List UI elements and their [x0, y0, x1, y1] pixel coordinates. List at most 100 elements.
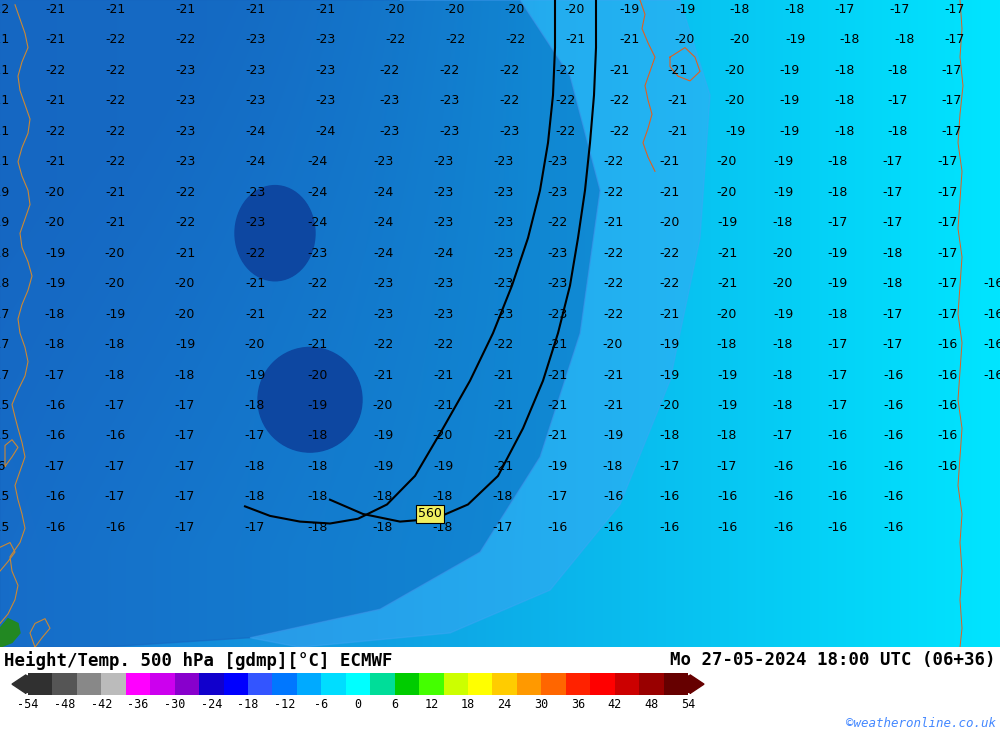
Text: -22: -22 [610, 95, 630, 108]
Text: -21: -21 [308, 338, 328, 351]
Text: -23: -23 [548, 308, 568, 320]
Text: -20: -20 [730, 34, 750, 46]
Text: -23: -23 [493, 216, 513, 229]
Text: -18: -18 [828, 155, 848, 169]
Text: -21: -21 [660, 185, 680, 199]
Text: -21: -21 [245, 277, 265, 290]
Text: -18: -18 [730, 3, 750, 16]
Text: -18: -18 [883, 277, 903, 290]
Text: -21: -21 [45, 155, 65, 169]
Text: -17: -17 [45, 369, 65, 381]
Text: -20: -20 [660, 216, 680, 229]
Text: -20: -20 [505, 3, 525, 16]
Text: -22: -22 [105, 95, 125, 108]
Polygon shape [250, 0, 710, 647]
Bar [297, 673, 321, 695]
Text: -21: -21 [668, 95, 688, 108]
Bar [28, 673, 52, 695]
Text: -23: -23 [245, 216, 265, 229]
Text: -17: -17 [175, 399, 195, 412]
Text: -22: -22 [373, 338, 393, 351]
Text: -21: -21 [603, 216, 623, 229]
Text: -21: -21 [660, 308, 680, 320]
Text: -23: -23 [433, 155, 453, 169]
Text: -30: -30 [164, 698, 185, 711]
Text: -22: -22 [555, 95, 575, 108]
Text: -16: -16 [883, 399, 903, 412]
Text: -54: -54 [17, 698, 39, 711]
Text: -20: -20 [565, 3, 585, 16]
Text: -16: -16 [717, 490, 737, 504]
Text: -20: -20 [308, 369, 328, 381]
Text: 0: 0 [354, 698, 362, 711]
Text: -15: -15 [0, 521, 10, 534]
Text: -19: -19 [785, 34, 805, 46]
Text: -21: -21 [45, 95, 65, 108]
Text: -19: -19 [45, 247, 65, 259]
Text: -22: -22 [505, 34, 525, 46]
Text: -36: -36 [127, 698, 149, 711]
Text: -19: -19 [780, 64, 800, 77]
Text: -18: -18 [493, 490, 513, 504]
Text: -22: -22 [45, 64, 65, 77]
Text: -18: -18 [105, 338, 125, 351]
Text: -18: -18 [835, 64, 855, 77]
Text: -21: -21 [610, 64, 630, 77]
Text: -21: -21 [0, 64, 10, 77]
Text: -20: -20 [603, 338, 623, 351]
Text: -17: -17 [945, 34, 965, 46]
Text: -21: -21 [105, 185, 125, 199]
Text: -22: -22 [308, 308, 328, 320]
Bar [321, 673, 346, 695]
Text: -23: -23 [433, 216, 453, 229]
Text: -21: -21 [493, 399, 513, 412]
Text: -24: -24 [315, 125, 335, 138]
Text: -17: -17 [773, 430, 793, 443]
Text: -17: -17 [717, 460, 737, 473]
Text: -16: -16 [938, 399, 958, 412]
Text: -19: -19 [175, 338, 195, 351]
Bar [101, 673, 126, 695]
Text: -21: -21 [603, 369, 623, 381]
Text: -19: -19 [603, 430, 623, 443]
Bar [77, 673, 101, 695]
Text: Mo 27-05-2024 18:00 UTC (06+36): Mo 27-05-2024 18:00 UTC (06+36) [670, 651, 996, 669]
Text: -16: -16 [603, 521, 623, 534]
Text: -20: -20 [105, 277, 125, 290]
Text: -21: -21 [315, 3, 335, 16]
Text: -18: -18 [773, 338, 793, 351]
Text: -24: -24 [373, 216, 393, 229]
Text: -18: -18 [603, 460, 623, 473]
Bar [664, 673, 688, 695]
Text: -17: -17 [883, 338, 903, 351]
Text: -19: -19 [245, 369, 265, 381]
Text: -21: -21 [245, 308, 265, 320]
Text: -21: -21 [717, 277, 737, 290]
Text: -23: -23 [500, 125, 520, 138]
Text: -18: -18 [717, 430, 737, 443]
Text: -24: -24 [308, 155, 328, 169]
Text: -22: -22 [433, 338, 453, 351]
Text: -16: -16 [883, 460, 903, 473]
Text: -20: -20 [245, 338, 265, 351]
Text: -16: -16 [45, 430, 65, 443]
Text: -20: -20 [660, 399, 680, 412]
Text: -23: -23 [373, 155, 393, 169]
Text: -16: -16 [983, 308, 1000, 320]
Text: -23: -23 [175, 95, 195, 108]
Text: -21: -21 [565, 34, 585, 46]
Text: -21: -21 [548, 338, 568, 351]
Text: 560: 560 [418, 507, 442, 520]
Polygon shape [0, 619, 20, 647]
Bar [468, 673, 492, 695]
Text: -21: -21 [175, 247, 195, 259]
Text: -22: -22 [245, 247, 265, 259]
Text: -18: -18 [105, 369, 125, 381]
Text: -23: -23 [493, 247, 513, 259]
Text: -17: -17 [175, 430, 195, 443]
Text: -16: -16 [603, 490, 623, 504]
Text: -20: -20 [373, 399, 393, 412]
Text: -16: -16 [938, 430, 958, 443]
Text: -23: -23 [308, 247, 328, 259]
Text: -19: -19 [773, 185, 793, 199]
